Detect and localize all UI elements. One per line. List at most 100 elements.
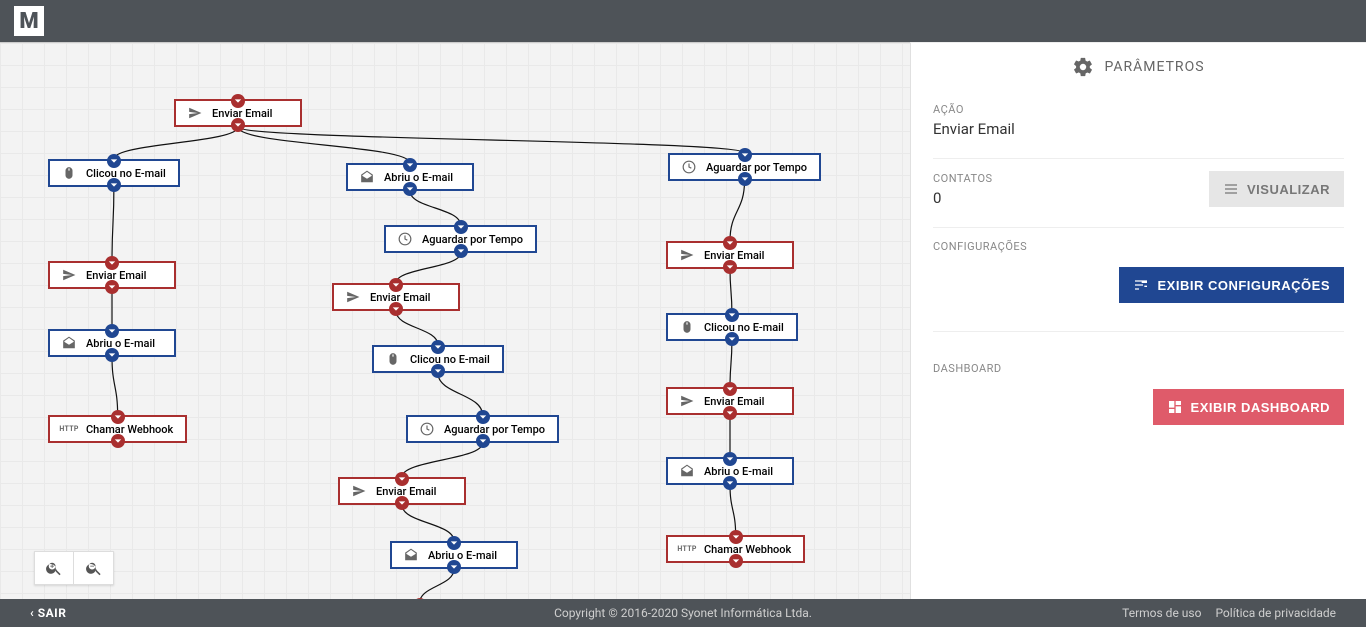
flow-node[interactable]: Clicou no E-mail: [372, 345, 504, 373]
flow-node-label: Aguardar por Tempo: [706, 161, 807, 174]
send-icon: [352, 484, 366, 498]
port-in[interactable]: [723, 236, 737, 250]
footer: SAIR Copyright © 2016-2020 Syonet Inform…: [0, 599, 1366, 627]
flow-node[interactable]: HTTP Chamar Webhook: [48, 415, 187, 443]
flow-node[interactable]: Enviar Email: [338, 477, 466, 505]
port-in[interactable]: [403, 158, 417, 172]
flow-node[interactable]: Aguardar por Tempo: [668, 153, 821, 181]
port-out[interactable]: [395, 496, 409, 510]
port-in[interactable]: [723, 452, 737, 466]
flow-node[interactable]: Clicou no E-mail: [666, 313, 798, 341]
port-out[interactable]: [431, 364, 445, 378]
port-out[interactable]: [107, 178, 121, 192]
flow-node[interactable]: Enviar Email: [332, 283, 460, 311]
terms-link[interactable]: Termos de uso: [1122, 606, 1201, 620]
exibir-dashboard-label: EXIBIR DASHBOARD: [1191, 400, 1330, 415]
port-out[interactable]: [403, 182, 417, 196]
flow-node-label: Chamar Webhook: [704, 543, 791, 556]
topbar: M: [0, 0, 1366, 42]
port-in[interactable]: [725, 308, 739, 322]
label-acao: AÇÃO: [933, 103, 1344, 116]
port-out[interactable]: [231, 118, 245, 132]
flow-node-label: Enviar Email: [212, 107, 272, 120]
port-in[interactable]: [107, 154, 121, 168]
flow-node[interactable]: Enviar Email: [174, 99, 302, 127]
sair-link[interactable]: SAIR: [30, 606, 66, 620]
flow-node-label: Aguardar por Tempo: [422, 233, 523, 246]
port-in[interactable]: [105, 256, 119, 270]
send-icon: [346, 290, 360, 304]
main: Enviar Email Clicou no E-mail Enviar Email…: [0, 42, 1366, 599]
flow-node[interactable]: HTTP Chamar Webhook: [666, 535, 805, 563]
clock-icon: [420, 422, 434, 436]
privacy-link[interactable]: Política de privacidade: [1215, 606, 1336, 620]
flow-node-label: Abriu o E-mail: [86, 337, 155, 350]
port-in[interactable]: [447, 536, 461, 550]
flow-node[interactable]: Abriu o E-mail: [666, 457, 794, 485]
http-icon: HTTP: [680, 542, 694, 556]
label-config: CONFIGURAÇÕES: [933, 240, 1344, 253]
port-in[interactable]: [723, 382, 737, 396]
port-in[interactable]: [476, 410, 490, 424]
dashboard-icon: [1167, 399, 1183, 415]
footer-copyright: Copyright © 2016-2020 Syonet Informática…: [554, 606, 812, 620]
label-dashboard: DASHBOARD: [933, 362, 1344, 375]
flow-node[interactable]: Enviar Email: [48, 261, 176, 289]
port-in[interactable]: [389, 278, 403, 292]
port-out[interactable]: [447, 560, 461, 574]
port-in[interactable]: [111, 410, 125, 424]
flow-node-label: Enviar Email: [86, 269, 146, 282]
mouse-icon: [386, 352, 400, 366]
flow-node[interactable]: Abriu o E-mail: [48, 329, 176, 357]
flow-node[interactable]: Enviar Email: [666, 241, 794, 269]
mailopen-icon: [680, 464, 694, 478]
field-dashboard: DASHBOARD EXIBIR DASHBOARD: [933, 350, 1344, 445]
zoom-in-button[interactable]: [34, 551, 74, 585]
flow-node[interactable]: Aguardar por Tempo: [406, 415, 559, 443]
port-in[interactable]: [231, 94, 245, 108]
flow-node-label: Clicou no E-mail: [86, 167, 166, 180]
port-in[interactable]: [105, 324, 119, 338]
flow-node[interactable]: Enviar Email: [666, 387, 794, 415]
zoom-out-button[interactable]: [74, 551, 114, 585]
flow-node[interactable]: Abriu o E-mail: [390, 541, 518, 569]
send-icon: [188, 106, 202, 120]
flow-node[interactable]: Aguardar por Tempo: [384, 225, 537, 253]
visualizar-button-label: VISUALIZAR: [1247, 182, 1330, 197]
flow-node-label: Aguardar por Tempo: [444, 423, 545, 436]
visualizar-button[interactable]: VISUALIZAR: [1209, 171, 1344, 207]
port-in[interactable]: [431, 340, 445, 354]
zoom-in-icon: [45, 559, 63, 577]
port-out[interactable]: [476, 434, 490, 448]
port-in[interactable]: [395, 472, 409, 486]
port-out[interactable]: [738, 172, 752, 186]
port-in[interactable]: [729, 530, 743, 544]
port-out[interactable]: [105, 348, 119, 362]
flow-node-label: Chamar Webhook: [86, 423, 173, 436]
port-out[interactable]: [111, 434, 125, 448]
port-out[interactable]: [389, 302, 403, 316]
port-out[interactable]: [723, 260, 737, 274]
http-icon: HTTP: [62, 422, 76, 436]
flow-node[interactable]: Clicou no E-mail: [48, 159, 180, 187]
logo[interactable]: M: [14, 6, 44, 36]
port-out[interactable]: [725, 332, 739, 346]
port-out[interactable]: [729, 554, 743, 568]
exibir-config-button[interactable]: EXIBIR CONFIGURAÇÕES: [1119, 267, 1344, 303]
flow-node-label: Abriu o E-mail: [704, 465, 773, 478]
port-out[interactable]: [723, 406, 737, 420]
flow-node-label: Clicou no E-mail: [410, 353, 490, 366]
field-acao: AÇÃO Enviar Email: [933, 91, 1344, 159]
flowchart-canvas[interactable]: Enviar Email Clicou no E-mail Enviar Email…: [0, 43, 910, 599]
flow-node[interactable]: Abriu o E-mail: [346, 163, 474, 191]
exibir-dashboard-button[interactable]: EXIBIR DASHBOARD: [1153, 389, 1344, 425]
port-out[interactable]: [454, 244, 468, 258]
flow-node-label: Enviar Email: [370, 291, 430, 304]
flow-node-label: Clicou no E-mail: [704, 321, 784, 334]
port-in[interactable]: [738, 148, 752, 162]
port-out[interactable]: [105, 280, 119, 294]
gear-icon: [1072, 56, 1094, 78]
port-out[interactable]: [723, 476, 737, 490]
port-in[interactable]: [454, 220, 468, 234]
mouse-icon: [62, 166, 76, 180]
